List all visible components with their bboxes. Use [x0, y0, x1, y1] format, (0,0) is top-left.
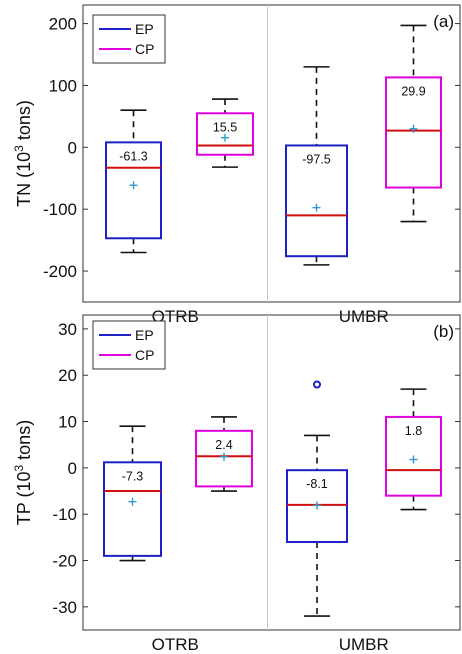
y-tick-label: 0	[68, 459, 77, 478]
legend: EP CP	[92, 320, 166, 370]
mean-value-label: 2.4	[215, 438, 232, 452]
legend-label-cp: CP	[135, 41, 154, 57]
y-tick-label: 0	[68, 138, 77, 157]
box-umbr-cp: 29.9	[385, 24, 442, 223]
y-tick-label: 200	[49, 15, 77, 34]
y-tick-label: 100	[49, 76, 77, 95]
box-umbr-ep: -97.5	[285, 66, 348, 266]
panel-label: (b)	[433, 322, 454, 341]
mean-value-label: 15.5	[213, 120, 237, 134]
outlier-point	[313, 380, 321, 389]
y-tick-label: -200	[43, 262, 77, 281]
y-tick-label: -20	[52, 552, 77, 571]
box-umbr-cp: 1.8	[385, 388, 442, 511]
x-category-label: UMBR	[339, 307, 389, 326]
y-axis-label: TP (103 tons)	[12, 420, 34, 525]
y-tick-label: 30	[58, 320, 77, 339]
legend-box	[92, 14, 166, 64]
y-tick-label: 10	[58, 413, 77, 432]
plot-frame	[82, 314, 461, 631]
mean-value-label: 1.8	[405, 424, 422, 438]
panel-label: (a)	[433, 12, 454, 31]
mean-value-label: -7.3	[122, 469, 144, 483]
y-axis-label: TN (103 tons)	[12, 100, 34, 207]
box-otrb-ep: -61.3	[105, 109, 162, 254]
legend-label-cp: CP	[135, 347, 154, 363]
y-tick-label: -10	[52, 505, 77, 524]
box-umbr-ep: -8.1	[286, 380, 348, 617]
box-otrb-ep: -7.3	[103, 425, 162, 562]
mean-value-label: -61.3	[119, 149, 148, 163]
legend: EP CP	[92, 14, 166, 64]
legend-label-ep: EP	[135, 327, 154, 343]
plot-frame	[82, 4, 461, 303]
box-otrb-cp: 15.5	[196, 98, 254, 168]
box-iqr	[105, 141, 162, 240]
mean-value-label: -97.5	[302, 152, 331, 166]
y-tick-label: 20	[58, 366, 77, 385]
box-otrb-cp: 2.4	[195, 416, 253, 492]
box-iqr	[103, 461, 162, 557]
mean-value-label: -8.1	[306, 477, 328, 491]
box-iqr	[285, 144, 348, 258]
y-tick-label: -100	[43, 200, 77, 219]
box-iqr	[195, 429, 253, 488]
legend-box	[92, 320, 166, 370]
chart-panel-b: -30 -20 -10 0 10 20 30 TP (103 tons) (b) OTRB UMBR…	[12, 314, 461, 654]
y-tick-label: -30	[52, 598, 77, 617]
mean-value-label: 29.9	[401, 84, 425, 98]
legend-label-ep: EP	[135, 21, 154, 37]
x-category-label: OTRB	[152, 635, 199, 654]
x-category-label: UMBR	[339, 635, 389, 654]
